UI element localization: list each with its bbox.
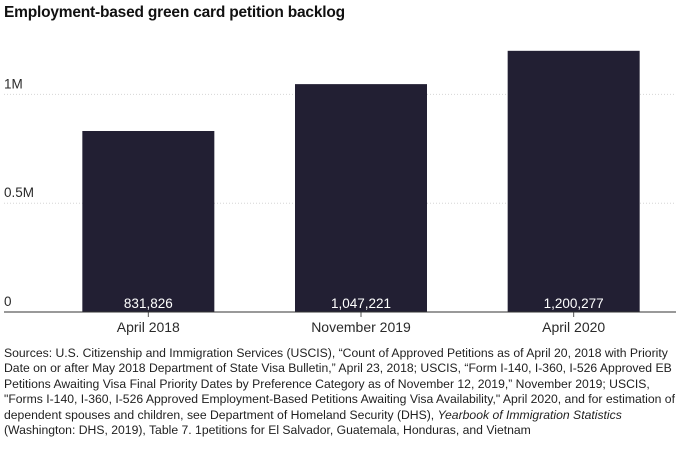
bar-chart: 0 0.5M 1M 831,826 1,047,221 1,200,277 April … [4,50,676,335]
y-tick-label: 1M [4,76,23,91]
bar [82,130,215,312]
bar-value-label: 1,200,277 [544,296,604,311]
x-category-label: April 2020 [542,319,605,335]
bars: 831,826 1,047,221 1,200,277 [82,50,640,312]
bar [507,50,640,312]
chart-title: Employment-based green card petition bac… [4,4,345,21]
x-category-label: November 2019 [311,319,411,335]
bar-value-label: 831,826 [124,296,173,311]
y-axis-ticks: 0 0.5M 1M [4,76,34,309]
sources-text: Sources: U.S. Citizenship and Immigratio… [4,346,675,422]
sources-note: Sources: U.S. Citizenship and Immigratio… [4,346,676,438]
bar-value-label: 1,047,221 [331,296,391,311]
x-axis-labels: April 2018 November 2019 April 2020 [4,311,676,335]
sources-italic-title: Yearbook of Immigration Statistics [437,407,622,422]
bar [295,84,427,312]
sources-text-end: (Washington: DHS, 2019), Table 7. 1petit… [4,423,531,438]
y-tick-label: 0.5M [4,185,34,200]
y-tick-label: 0 [4,294,12,309]
x-category-label: April 2018 [117,319,180,335]
